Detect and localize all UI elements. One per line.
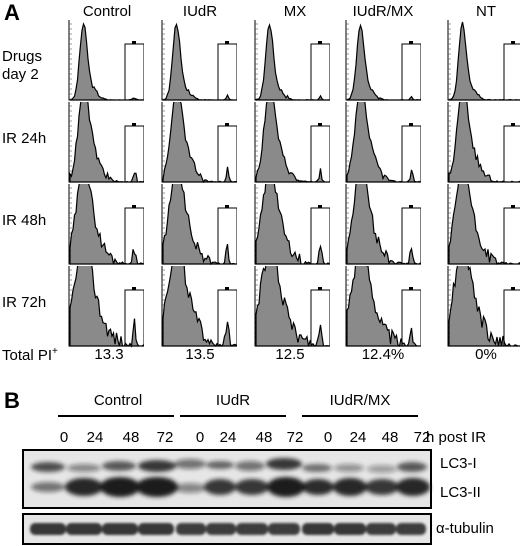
band-label-lc3-i: LC3-I (440, 455, 477, 472)
histogram-r1-c2 (161, 20, 237, 101)
hour-label: 72 (413, 429, 431, 446)
histogram-r3-c1 (68, 184, 144, 265)
total-pi-control: 13.3 (94, 346, 124, 363)
total-pi-nt: 0% (475, 346, 497, 363)
column-header-mx: MX (283, 3, 307, 20)
histogram-r1-c1 (68, 20, 144, 101)
histogram-r3-c5 (447, 184, 520, 266)
histogram-r4-c3 (254, 266, 330, 347)
panel-b-letter: B (4, 388, 20, 413)
row-label-drugs-day-2: Drugs day 2 (2, 48, 43, 83)
histogram-r1-c3 (254, 20, 330, 101)
histogram-r4-c1 (68, 266, 144, 348)
histogram-r1-c4 (345, 20, 421, 101)
row-label-ir-48h: IR 48h (2, 212, 47, 229)
total-pi-iudr: 13.5 (185, 346, 215, 363)
histogram-r2-c3 (254, 102, 330, 183)
total-pi-mx: 12.5 (275, 346, 305, 363)
histogram-r2-c4 (345, 102, 421, 183)
hour-label: 0 (323, 429, 333, 446)
histogram-r2-c2 (161, 102, 237, 184)
hour-label: 48 (381, 429, 399, 446)
histogram-r4-c4 (345, 266, 421, 347)
lc3-blot (22, 449, 432, 509)
hour-label: 24 (86, 429, 104, 446)
histogram-r4-c5 (447, 266, 520, 347)
column-header-control: Control (82, 3, 132, 20)
total-pi-label-text: Total PI+ (2, 346, 58, 364)
histogram-r3-c3 (254, 184, 330, 265)
row-label-ir-72h: IR 72h (2, 294, 47, 311)
blot-group-control: Control (93, 392, 143, 409)
column-header-iudr: IUdR (182, 3, 218, 20)
histogram-r4-c2 (161, 266, 237, 347)
histogram-r2-c5 (447, 102, 520, 183)
hours-suffix: h post IR (426, 429, 487, 446)
hour-label: 72 (286, 429, 304, 446)
column-header-iudr-mx: IUdR/MX (352, 3, 414, 20)
band-label-alpha-tubulin: α-tubulin (436, 520, 494, 537)
hour-label: 0 (59, 429, 69, 446)
group-underline-iudr (180, 415, 286, 417)
total-pi-iudr-mx: 12.4% (361, 346, 405, 363)
hour-label: 48 (122, 429, 140, 446)
histogram-r3-c2 (161, 184, 237, 266)
tubulin-blot (22, 513, 432, 545)
hour-label: 48 (255, 429, 273, 446)
panel-a-letter: A (4, 0, 20, 25)
band-label-lc3-ii: LC3-II (440, 484, 481, 501)
row-label-ir-24h: IR 24h (2, 130, 47, 147)
total-pi-label: Total PI+ (2, 346, 58, 364)
hour-label: 0 (195, 429, 205, 446)
group-underline-iudr-mx (302, 415, 418, 417)
hour-label: 24 (219, 429, 237, 446)
hour-label: 72 (156, 429, 174, 446)
hour-label: 24 (349, 429, 367, 446)
blot-group-iudr-mx: IUdR/MX (329, 392, 391, 409)
group-underline-control (58, 415, 174, 417)
histogram-r2-c1 (68, 102, 144, 183)
histogram-r1-c5 (447, 20, 520, 101)
column-header-nt: NT (476, 3, 496, 20)
western-blot-images (22, 449, 432, 545)
blot-group-iudr: IUdR (215, 392, 251, 409)
histogram-r3-c4 (345, 184, 421, 265)
